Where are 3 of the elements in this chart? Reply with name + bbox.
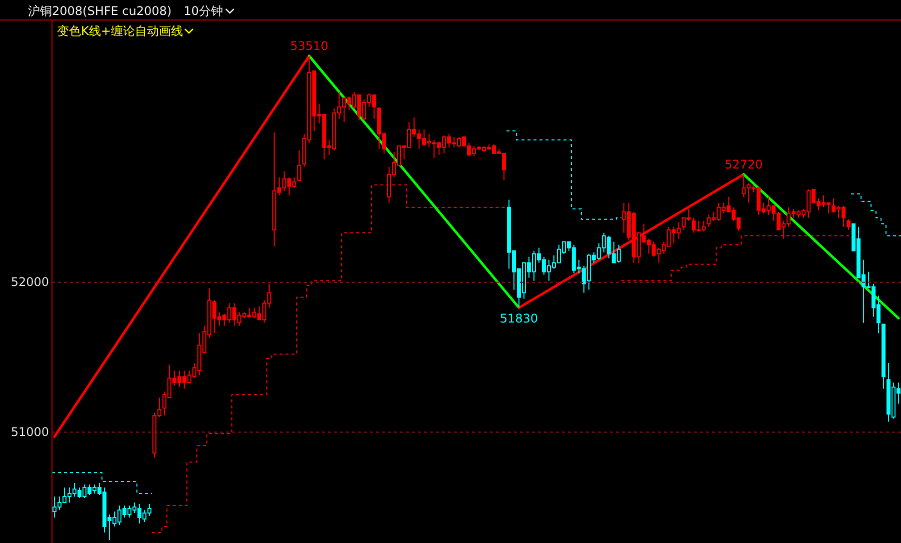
subtitle: 10分钟 [184, 4, 223, 18]
title: 沪铜2008(SHFE cu2008) [28, 4, 172, 18]
annotation: 变色K线+缠论自动画线 [57, 24, 183, 38]
